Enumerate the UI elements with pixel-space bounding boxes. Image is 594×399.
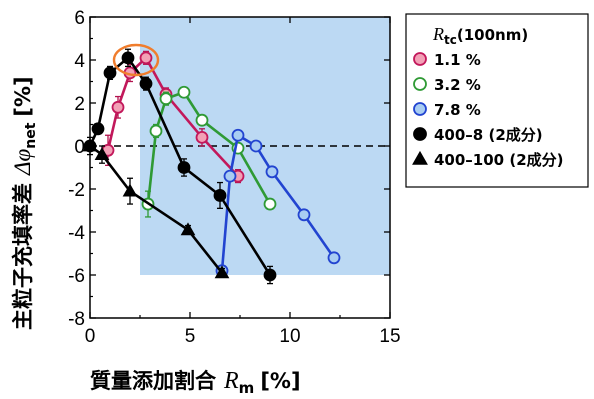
legend-title-symbol: R <box>432 24 444 44</box>
legend-label: 400–8 (2成分) <box>434 126 543 144</box>
data-point <box>195 130 209 144</box>
y-tick-label: 0 <box>74 137 85 158</box>
x-tick-label: 15 <box>379 326 400 347</box>
y-tick-label: -8 <box>68 309 85 330</box>
plot-frame <box>89 16 391 319</box>
y-axis-symbol: Δφ <box>10 149 35 176</box>
data-point <box>327 251 341 265</box>
data-point <box>231 128 245 142</box>
data-point <box>139 77 153 91</box>
data-point <box>214 265 230 279</box>
x-axis-unit: [%] <box>260 369 300 393</box>
data-point <box>103 66 117 80</box>
data-point <box>139 51 153 65</box>
x-axis-symbol: R <box>223 368 239 394</box>
data-point <box>111 100 125 114</box>
legend: Rtc(100nm) 1.1 % 3.2 % 7.8 % 400–8 (2成分) 400… <box>405 13 589 188</box>
data-point <box>91 122 105 136</box>
legend-title: Rtc(100nm) <box>432 24 528 47</box>
legend-item-1: 1.1 % <box>413 51 481 69</box>
legend-marker <box>413 127 427 141</box>
data-point <box>297 208 311 222</box>
legend-item-2: 3.2 % <box>413 76 481 94</box>
series-4 <box>83 48 277 285</box>
data-point <box>177 85 191 99</box>
x-axis-label: 質量添加割合 Rm [%] <box>90 368 301 397</box>
series-line <box>88 55 272 276</box>
legend-box <box>405 13 589 188</box>
data-point <box>149 124 163 138</box>
legend-label: 3.2 % <box>434 76 481 94</box>
data-point <box>195 113 209 127</box>
y-tick-label: -6 <box>68 266 85 287</box>
data-point <box>180 222 196 236</box>
legend-title-suffix: (100nm) <box>457 26 528 44</box>
y-tick-label: 4 <box>74 51 85 72</box>
y-tick-label: 2 <box>74 94 85 115</box>
legend-marker <box>412 150 428 165</box>
legend-title-subscript: tc <box>444 33 457 47</box>
highlight-ellipse <box>112 43 160 77</box>
legend-marker <box>413 52 427 66</box>
legend-label: 7.8 % <box>434 101 481 119</box>
legend-label: 400–100 (2成分) <box>434 151 564 169</box>
data-point <box>94 147 110 160</box>
data-point <box>121 51 135 65</box>
y-tick-label: 6 <box>74 8 85 29</box>
data-point <box>213 189 227 202</box>
data-point <box>159 92 173 106</box>
y-tick-label: -4 <box>68 223 85 244</box>
legend-item-4: 400–8 (2成分) <box>413 126 543 144</box>
y-axis-unit: [%] <box>11 76 35 116</box>
legend-marker <box>413 77 427 91</box>
data-point <box>249 139 263 153</box>
x-tick-label: 10 <box>279 326 300 347</box>
y-tick-label: -2 <box>68 180 85 201</box>
data-point <box>223 169 237 183</box>
y-axis-subscript: net <box>23 122 39 148</box>
x-axis-subscript: m <box>239 379 255 397</box>
legend-label: 1.1 % <box>434 51 481 69</box>
x-axis-label-text: 質量添加割合 <box>90 369 217 393</box>
data-point <box>122 183 138 197</box>
data-point <box>263 197 277 211</box>
x-tick-label: 5 <box>185 326 196 347</box>
data-point <box>177 161 191 174</box>
data-point <box>263 268 277 282</box>
legend-marker <box>413 102 427 116</box>
data-point <box>265 165 279 179</box>
legend-item-5: 400–100 (2成分) <box>412 150 564 169</box>
x-tick-label: 0 <box>85 326 96 347</box>
y-axis-label: 主粒子充填率差 Δφnet [%] <box>10 76 39 330</box>
y-axis-label-text: 主粒子充填率差 <box>11 183 35 330</box>
legend-item-3: 7.8 % <box>413 101 481 119</box>
